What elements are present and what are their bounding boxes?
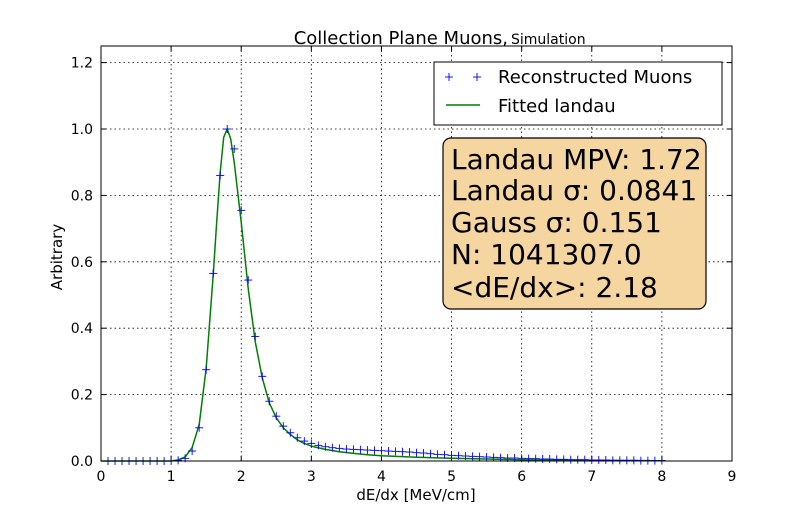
- data-point: [608, 456, 617, 465]
- data-point: [174, 456, 183, 465]
- data-point: [279, 422, 288, 431]
- axis-tick-labels: 0 1 2 3 4 5 6 7 8 9 0.0 0.2 0.4 0.6 0.8 1.0 1.2: [71, 56, 737, 485]
- legend-marker: [473, 73, 481, 81]
- data-point: [209, 269, 218, 278]
- data-point: [552, 455, 561, 464]
- data-point: [489, 453, 498, 462]
- x-tick-label: 7: [587, 469, 596, 485]
- x-tick-label: 2: [237, 469, 246, 485]
- y-tick-label: 0.2: [71, 388, 93, 404]
- x-tick-label: 8: [657, 469, 666, 485]
- data-point: [230, 144, 239, 153]
- data-point: [258, 372, 267, 381]
- data-point: [321, 442, 330, 451]
- x-tick-label: 1: [167, 469, 176, 485]
- data-point: [587, 456, 596, 465]
- y-tick-label: 1.2: [71, 56, 93, 72]
- data-point: [314, 441, 323, 450]
- data-point: [370, 446, 379, 455]
- data-point: [300, 437, 309, 446]
- data-point: [594, 456, 603, 465]
- data-point: [419, 449, 428, 458]
- data-point: [244, 276, 253, 285]
- data-point: [272, 412, 281, 421]
- data-point: [391, 447, 400, 456]
- data-point: [426, 449, 435, 458]
- y-tick-label: 0.6: [71, 255, 93, 271]
- data-point: [573, 455, 582, 464]
- data-point: [496, 453, 505, 462]
- x-tick-label: 3: [307, 469, 316, 485]
- data-point: [293, 433, 302, 442]
- data-point: [629, 456, 638, 465]
- chart-title: Collection Plane Muons,: [294, 28, 508, 49]
- stats-landau-mpv: Landau MPV: 1.72: [451, 143, 702, 176]
- data-point: [195, 423, 204, 432]
- data-point: [454, 451, 463, 460]
- data-point: [545, 455, 554, 464]
- data-point: [188, 447, 197, 456]
- y-axis-title: Arbitrary: [48, 224, 66, 291]
- stats-n: N: 1041307.0: [451, 238, 642, 271]
- data-point: [349, 445, 358, 454]
- y-tick-label: 0.8: [71, 188, 93, 204]
- data-point: [461, 452, 470, 461]
- data-point: [307, 439, 316, 448]
- data-point: [384, 447, 393, 456]
- data-point: [286, 428, 295, 437]
- data-point: [398, 447, 407, 456]
- data-point: [412, 448, 421, 457]
- data-point: [328, 443, 337, 452]
- data-point: [580, 455, 589, 464]
- data-point: [440, 450, 449, 459]
- data-point: [475, 452, 484, 461]
- stats-box-background: [442, 137, 707, 310]
- legend-marker-sample: [445, 73, 481, 81]
- stats-gauss-sigma: Gauss σ: 0.151: [451, 206, 662, 239]
- data-point: [223, 125, 232, 133]
- legend-entry-reconstructed: Reconstructed Muons: [498, 67, 692, 88]
- data-point: [468, 452, 477, 461]
- chart-subtitle: Simulation: [511, 32, 586, 48]
- stats-box: Landau MPV: 1.72 Landau σ: 0.0841 Gauss …: [442, 137, 707, 310]
- x-tick-label: 6: [517, 469, 526, 485]
- data-point: [237, 206, 246, 215]
- y-tick-label: 0.4: [71, 321, 93, 337]
- data-point: [377, 446, 386, 455]
- data-point: [342, 445, 351, 454]
- data-point: [356, 445, 365, 454]
- y-tick-label: 1.0: [71, 122, 93, 138]
- data-point: [265, 397, 274, 406]
- x-tick-label: 0: [97, 469, 106, 485]
- stats-mean-dedx: <dE/dx>: 2.18: [451, 271, 658, 304]
- data-point: [251, 332, 260, 341]
- data-point: [566, 455, 575, 464]
- data-point: [622, 456, 631, 465]
- y-tick-label: 0.0: [71, 454, 93, 470]
- x-tick-label: 9: [728, 469, 737, 485]
- x-tick-label: 4: [377, 469, 386, 485]
- data-point: [216, 171, 225, 180]
- data-point: [538, 455, 547, 464]
- x-axis-title: dE/dx [MeV/cm]: [356, 486, 475, 504]
- stats-landau-sigma: Landau σ: 0.0841: [451, 174, 697, 207]
- data-point: [202, 365, 211, 374]
- data-point: [482, 453, 491, 462]
- legend: Reconstructed Muons Fitted landau: [433, 61, 723, 126]
- data-point: [615, 456, 624, 465]
- legend-entry-fit: Fitted landau: [498, 96, 616, 117]
- plot-frame: [100, 45, 733, 462]
- data-point: [363, 446, 372, 455]
- data-point: [405, 448, 414, 457]
- legend-box: [433, 61, 723, 126]
- data-point: [335, 444, 344, 453]
- legend-marker: [445, 73, 453, 81]
- data-point: [433, 450, 442, 459]
- data-point: [559, 455, 568, 464]
- data-point: [601, 456, 610, 465]
- x-tick-label: 5: [447, 469, 456, 485]
- data-point: [447, 451, 456, 460]
